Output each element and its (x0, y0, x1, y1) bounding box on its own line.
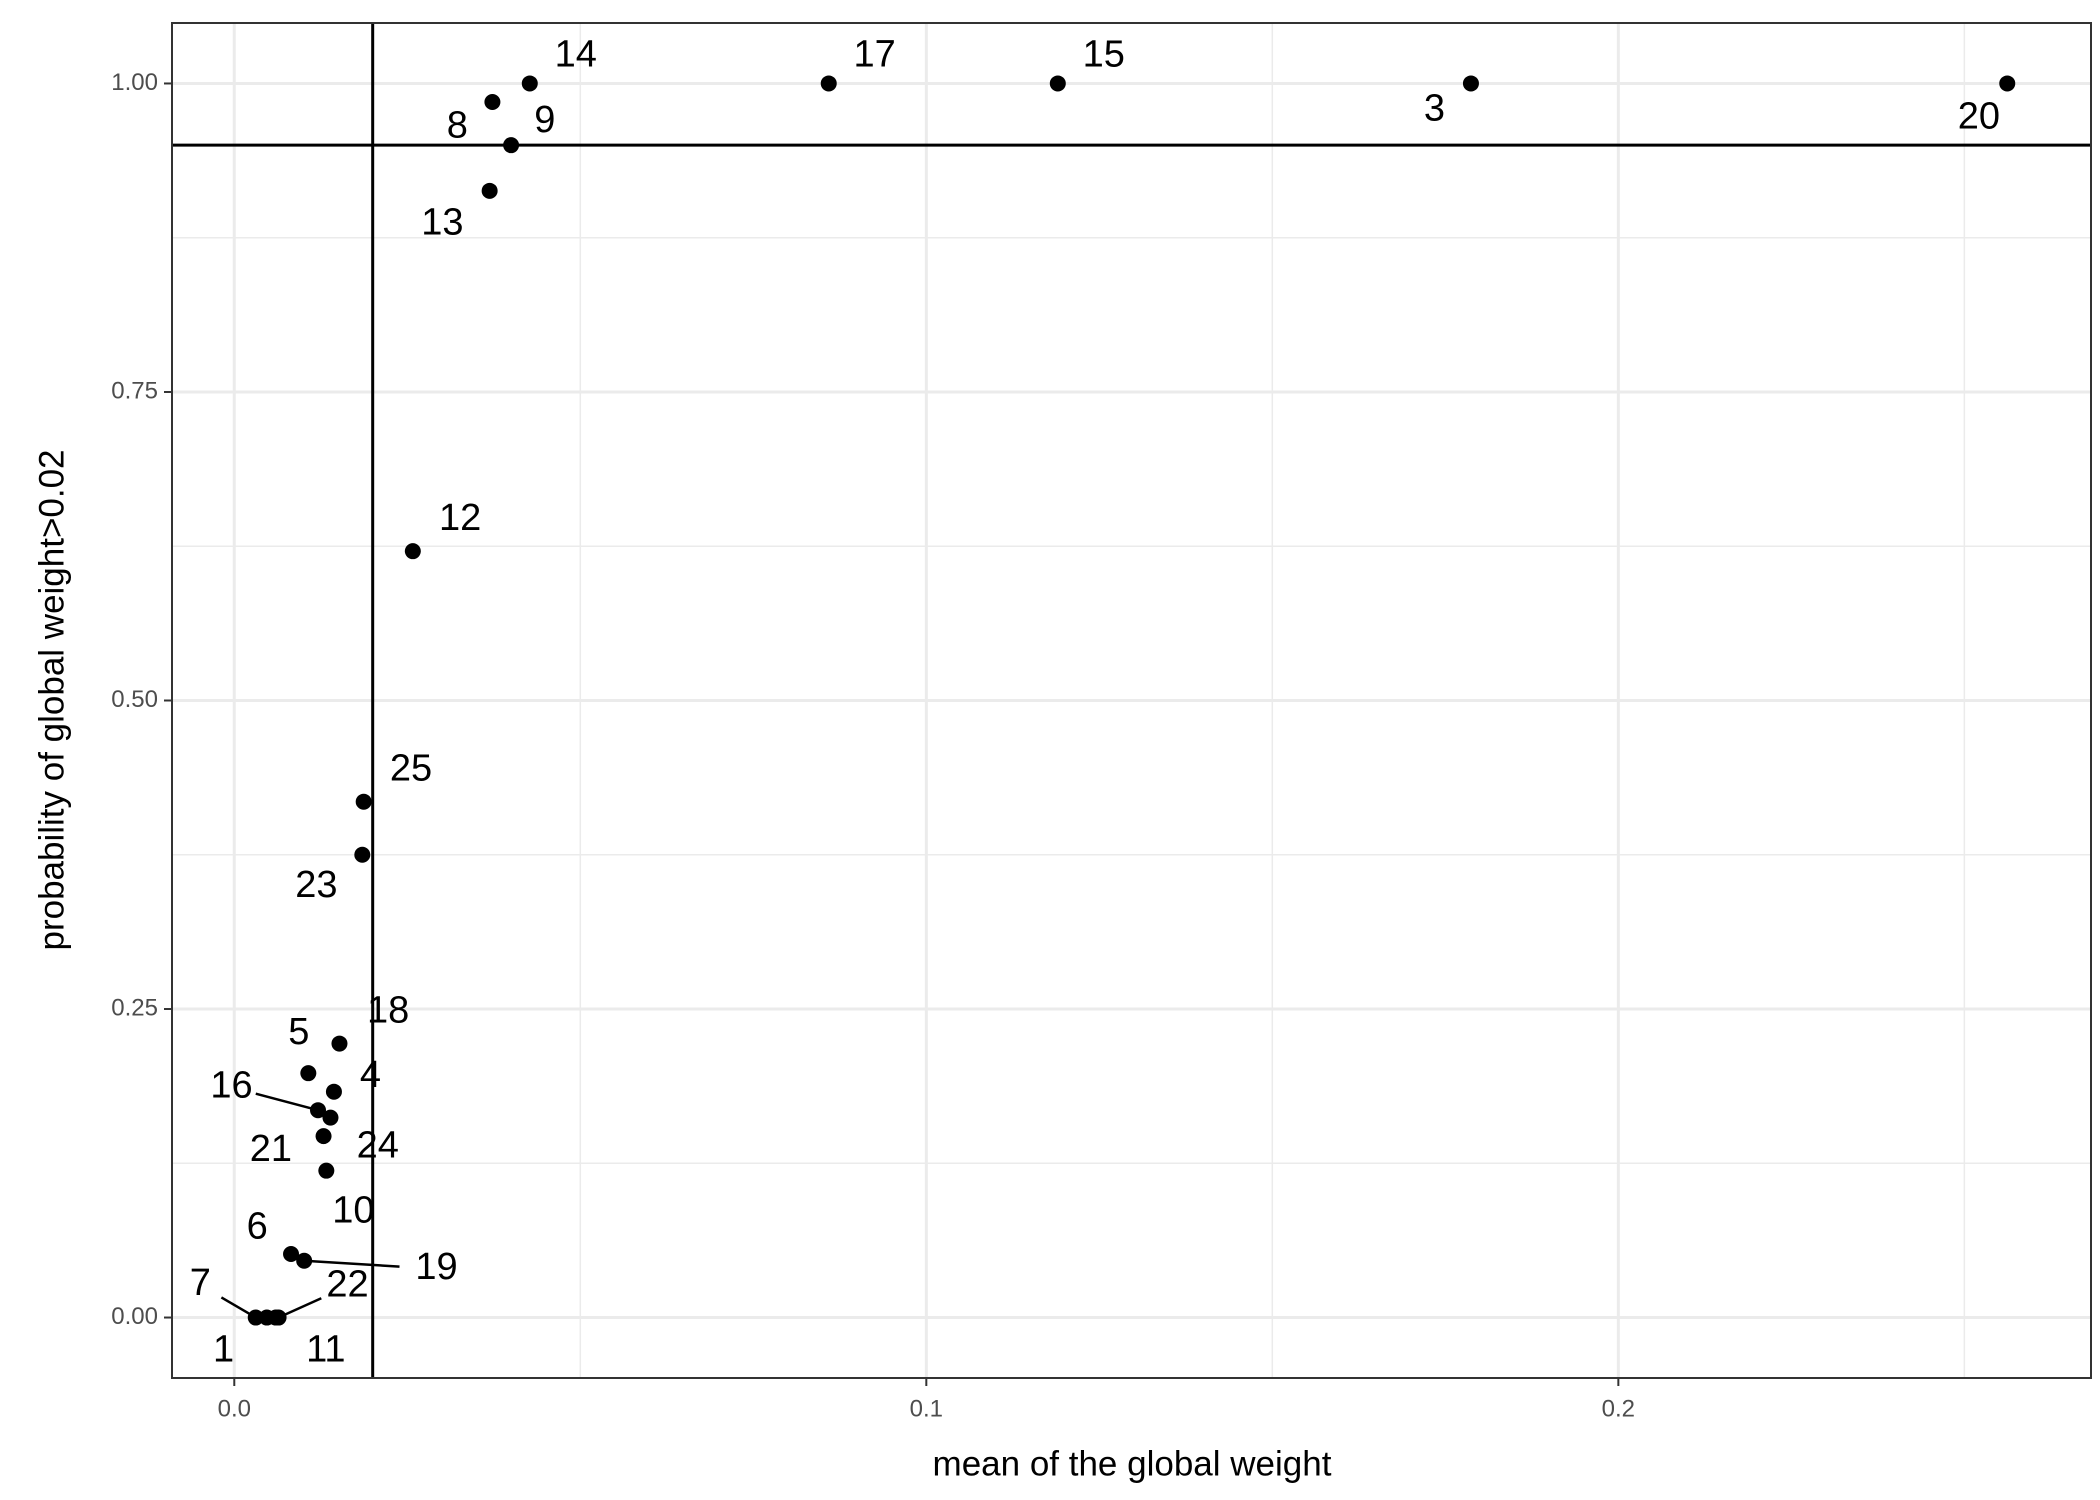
point-label: 5 (288, 1011, 309, 1053)
point-label: 17 (854, 33, 896, 75)
y-axis-title: probability of global weight>0.02 (32, 449, 71, 950)
y-tick-label: 0.00 (111, 1303, 158, 1330)
y-tick-label: 0.75 (111, 377, 158, 404)
point-label: 4 (360, 1054, 381, 1096)
point-label: 8 (447, 105, 468, 147)
point-label: 10 (332, 1190, 374, 1232)
point (521, 75, 538, 92)
x-axis-title: mean of the global weight (933, 1444, 1332, 1483)
point-label: 16 (210, 1064, 252, 1106)
point (310, 1102, 327, 1119)
point-label: 24 (357, 1124, 399, 1166)
point-label: 18 (367, 990, 409, 1032)
point (1049, 75, 1066, 92)
point (296, 1252, 313, 1269)
point-label: 9 (534, 99, 555, 141)
y-tick-label: 0.25 (111, 994, 158, 1021)
panel-border (171, 22, 2092, 1379)
point-label: 6 (247, 1205, 268, 1247)
point-label: 3 (1424, 88, 1445, 130)
point-label: 22 (326, 1263, 368, 1305)
x-tick-label: 0.2 (1602, 1395, 1635, 1422)
point (355, 793, 372, 810)
point (354, 846, 371, 863)
point (1462, 75, 1479, 92)
point-label: 13 (421, 202, 463, 244)
point-label: 1 (213, 1328, 234, 1370)
point-label: 25 (390, 748, 432, 790)
point (404, 543, 421, 560)
point (318, 1162, 335, 1179)
point (247, 1309, 264, 1326)
point (322, 1109, 339, 1126)
y-tick-label: 1.00 (111, 69, 158, 96)
point-label: 14 (555, 33, 597, 75)
point-label: 12 (439, 497, 481, 539)
point (484, 93, 501, 110)
point-label: 21 (250, 1128, 292, 1170)
x-tick-label: 0.1 (910, 1395, 943, 1422)
point (331, 1035, 348, 1052)
point (270, 1309, 287, 1326)
x-tick-label: 0.0 (218, 1395, 251, 1422)
point (481, 182, 498, 199)
label-leader (255, 1092, 319, 1112)
point-label: 19 (415, 1246, 457, 1288)
point (1999, 75, 2016, 92)
point-label: 7 (190, 1262, 211, 1304)
point (325, 1083, 342, 1100)
point (283, 1245, 300, 1262)
point (503, 137, 520, 154)
point-label: 15 (1083, 33, 1125, 75)
label-leader (304, 1259, 400, 1268)
point-label: 11 (306, 1328, 345, 1370)
point (820, 75, 837, 92)
y-tick-label: 0.50 (111, 686, 158, 713)
point-label: 20 (1958, 96, 2000, 138)
point (315, 1128, 332, 1145)
point (300, 1065, 317, 1082)
point-label: 23 (295, 864, 337, 906)
